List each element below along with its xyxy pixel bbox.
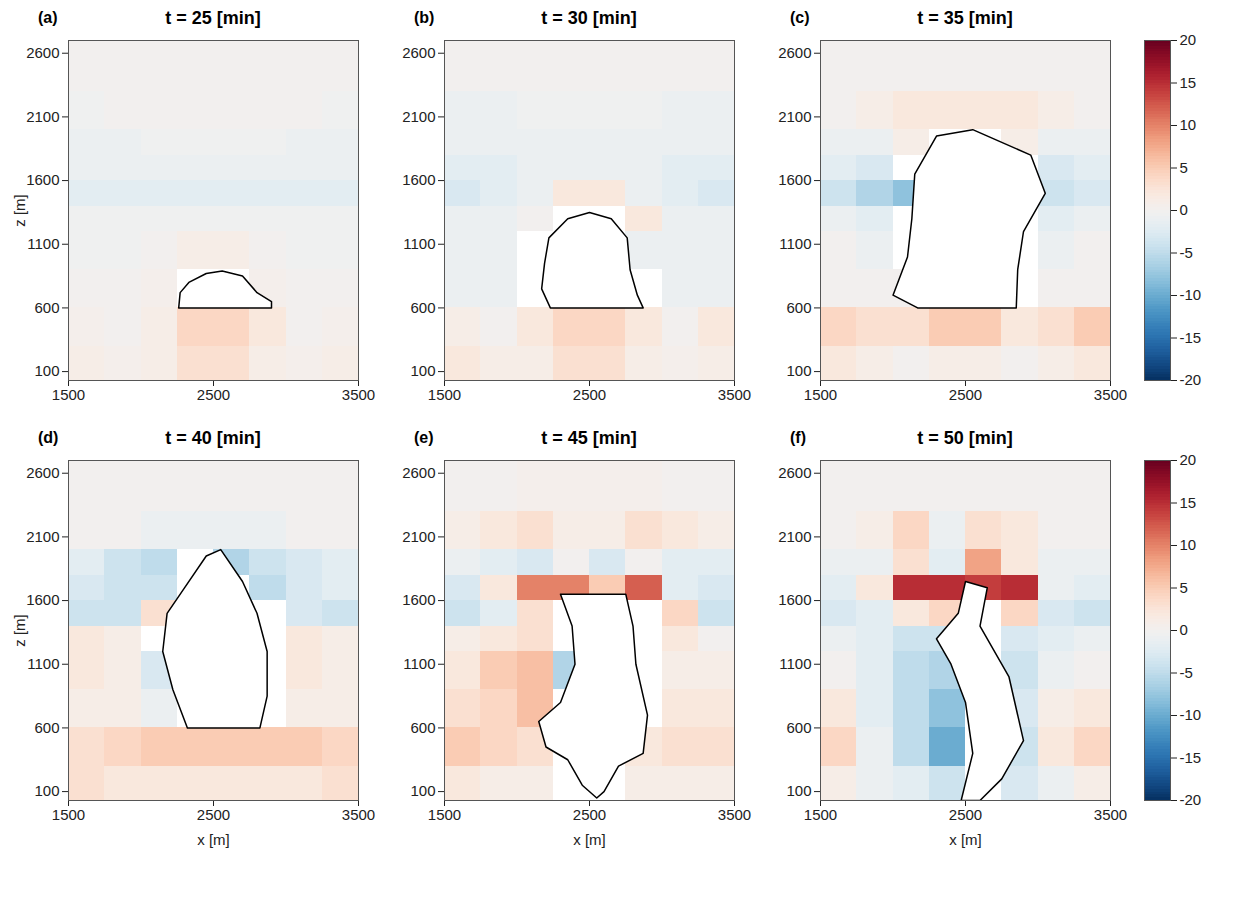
svg-text:1500: 1500 — [428, 806, 461, 823]
html-text:t = 35 [min]: t = 35 [min] — [917, 8, 1013, 28]
svg-text:100: 100 — [34, 782, 59, 799]
svg-text:1100: 1100 — [403, 235, 435, 252]
svg-text:1500: 1500 — [804, 386, 837, 403]
svg-text:15: 15 — [1180, 74, 1197, 91]
svg-text:2500: 2500 — [573, 806, 606, 823]
svg-text:0: 0 — [1180, 201, 1188, 218]
html-text:(e): (e) — [414, 429, 434, 446]
svg-text:2100: 2100 — [778, 108, 811, 125]
svg-text:3500: 3500 — [342, 806, 375, 823]
svg-text:-20: -20 — [1180, 371, 1202, 388]
svg-text:1100: 1100 — [403, 655, 435, 672]
svg-text:600: 600 — [786, 299, 811, 316]
svg-text:20: 20 — [1180, 32, 1197, 48]
svg-text:z [m]: z [m] — [11, 194, 28, 227]
svg-text:1600: 1600 — [778, 171, 811, 188]
svg-text:3500: 3500 — [718, 386, 751, 403]
svg-text:-10: -10 — [1180, 706, 1202, 723]
svg-text:2500: 2500 — [949, 806, 982, 823]
svg-text:0: 0 — [1180, 621, 1188, 638]
svg-text:1600: 1600 — [402, 591, 435, 608]
svg-text:z [m]: z [m] — [11, 614, 28, 647]
svg-text:2500: 2500 — [949, 386, 982, 403]
html-text:(f): (f) — [790, 429, 806, 446]
svg-text:x [m]: x [m] — [949, 831, 982, 848]
svg-text:5: 5 — [1180, 579, 1188, 596]
svg-text:3500: 3500 — [718, 806, 751, 823]
svg-text:x [m]: x [m] — [573, 831, 606, 848]
svg-text:2100: 2100 — [26, 528, 59, 545]
svg-text:2100: 2100 — [26, 108, 59, 125]
svg-text:2600: 2600 — [402, 44, 435, 61]
svg-text:2600: 2600 — [778, 44, 811, 61]
svg-text:10: 10 — [1180, 116, 1197, 133]
html-text:(b): (b) — [414, 9, 435, 26]
svg-text:2100: 2100 — [778, 528, 811, 545]
svg-text:2500: 2500 — [573, 386, 606, 403]
svg-text:2500: 2500 — [197, 386, 230, 403]
svg-text:600: 600 — [34, 719, 59, 736]
svg-text:-20: -20 — [1180, 791, 1202, 808]
svg-text:-5: -5 — [1180, 664, 1193, 681]
svg-text:1500: 1500 — [428, 386, 461, 403]
svg-text:100: 100 — [410, 782, 435, 799]
html-text:t = 30 [min]: t = 30 [min] — [541, 8, 637, 28]
svg-text:1600: 1600 — [26, 591, 59, 608]
svg-text:-5: -5 — [1180, 244, 1193, 261]
svg-text:1100: 1100 — [779, 235, 811, 252]
svg-text:3500: 3500 — [342, 386, 375, 403]
svg-text:15: 15 — [1180, 494, 1197, 511]
svg-text:2600: 2600 — [402, 464, 435, 481]
html-text:t = 25 [min]: t = 25 [min] — [165, 8, 261, 28]
svg-text:1500: 1500 — [804, 806, 837, 823]
svg-text:x [m]: x [m] — [197, 831, 230, 848]
svg-text:3500: 3500 — [1094, 386, 1127, 403]
svg-text:600: 600 — [410, 299, 435, 316]
svg-text:600: 600 — [410, 719, 435, 736]
svg-text:3500: 3500 — [1094, 806, 1127, 823]
svg-text:100: 100 — [34, 362, 59, 379]
html-text:(d): (d) — [38, 429, 59, 446]
svg-text:2100: 2100 — [402, 108, 435, 125]
html-text:t = 40 [min]: t = 40 [min] — [165, 428, 261, 448]
html-text:t = 45 [min]: t = 45 [min] — [541, 428, 637, 448]
svg-text:2100: 2100 — [402, 528, 435, 545]
svg-text:600: 600 — [34, 299, 59, 316]
svg-text:1500: 1500 — [52, 386, 85, 403]
svg-text:100: 100 — [786, 782, 811, 799]
svg-text:1600: 1600 — [778, 591, 811, 608]
svg-text:-15: -15 — [1180, 329, 1202, 346]
svg-text:100: 100 — [410, 362, 435, 379]
svg-text:1100: 1100 — [27, 655, 59, 672]
svg-text:2600: 2600 — [778, 464, 811, 481]
svg-text:20: 20 — [1180, 452, 1197, 468]
svg-text:-15: -15 — [1180, 749, 1202, 766]
svg-text:2600: 2600 — [26, 44, 59, 61]
svg-text:1600: 1600 — [402, 171, 435, 188]
html-text:(a): (a) — [38, 9, 58, 26]
svg-text:1100: 1100 — [27, 235, 59, 252]
html-text:(c): (c) — [790, 9, 810, 26]
svg-text:1100: 1100 — [779, 655, 811, 672]
svg-text:10: 10 — [1180, 536, 1197, 553]
svg-text:600: 600 — [786, 719, 811, 736]
svg-text:2500: 2500 — [197, 806, 230, 823]
svg-text:100: 100 — [786, 362, 811, 379]
svg-text:2600: 2600 — [26, 464, 59, 481]
html-text:t = 50 [min]: t = 50 [min] — [917, 428, 1013, 448]
svg-text:-10: -10 — [1180, 286, 1202, 303]
svg-text:1600: 1600 — [26, 171, 59, 188]
svg-text:5: 5 — [1180, 159, 1188, 176]
svg-text:1500: 1500 — [52, 806, 85, 823]
